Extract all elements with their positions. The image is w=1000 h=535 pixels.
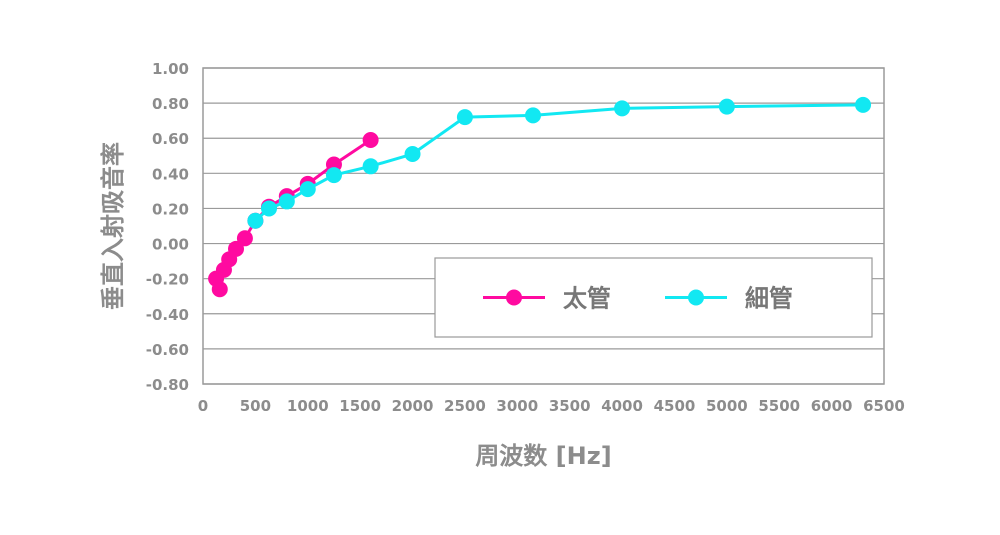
x-tick-label: 4500 xyxy=(654,397,696,415)
data-point xyxy=(525,107,542,124)
series-2 xyxy=(247,96,872,229)
x-tick-label: 6500 xyxy=(863,397,905,415)
y-tick-label: 1.00 xyxy=(152,60,189,78)
data-point xyxy=(614,100,631,117)
x-axis-title: 周波数 [Hz] xyxy=(475,442,611,470)
legend-label: 太管 xyxy=(563,285,611,313)
data-point xyxy=(362,158,379,175)
x-tick-label: 5500 xyxy=(758,397,800,415)
data-point xyxy=(261,200,278,217)
data-point xyxy=(325,167,342,184)
y-tick-label: 0.00 xyxy=(152,236,189,254)
series-layer xyxy=(208,96,872,298)
y-tick-label: 0.20 xyxy=(152,200,189,218)
y-tick-label: 0.80 xyxy=(152,95,189,113)
legend-entry-2: 細管 xyxy=(665,285,793,313)
x-tick-label: 5000 xyxy=(706,397,748,415)
y-tick-label: -0.60 xyxy=(146,341,189,359)
data-point xyxy=(718,98,735,115)
data-point xyxy=(362,131,379,148)
legend-items: 太管 細管 xyxy=(483,285,793,313)
y-tick-label: -0.40 xyxy=(146,306,189,324)
x-tick-label: 2500 xyxy=(444,397,486,415)
data-point xyxy=(211,281,228,298)
y-tick-label: -0.80 xyxy=(146,376,189,394)
x-tick-label: 1000 xyxy=(287,397,329,415)
data-point xyxy=(299,181,316,198)
data-point xyxy=(855,96,872,113)
x-tick-label: 6000 xyxy=(811,397,853,415)
data-point xyxy=(404,146,421,163)
plot-frame xyxy=(202,67,885,385)
x-tick-label: 3000 xyxy=(496,397,538,415)
data-point xyxy=(228,240,245,257)
legend-entry-1: 太管 xyxy=(483,285,611,313)
y-tick-label: 0.40 xyxy=(152,165,189,183)
y-axis-title: 垂直入射吸音率 xyxy=(99,142,127,310)
series-line xyxy=(254,103,864,222)
x-tick-label: 500 xyxy=(240,397,271,415)
x-tick-label: 1500 xyxy=(339,397,381,415)
y-tick-label: 0.60 xyxy=(152,130,189,148)
x-tick-label: 2000 xyxy=(392,397,434,415)
data-point xyxy=(456,109,473,126)
x-tick-label: 3500 xyxy=(549,397,591,415)
data-point xyxy=(236,230,253,247)
legend-marker xyxy=(688,289,704,306)
data-point xyxy=(247,212,264,229)
series-1 xyxy=(208,131,379,298)
legend-label: 細管 xyxy=(745,285,793,313)
x-tick-labels: 0 500 1000 1500 2000 2500 3000 3500 4000 4500 5000… xyxy=(198,397,905,415)
legend-marker xyxy=(506,289,522,306)
y-tick-labels: 1.00 0.80 0.60 0.40 0.20 0.00 -0.20 -0.40 -0.60 -… xyxy=(146,60,189,394)
series-line xyxy=(214,138,372,291)
x-tick-label: 4000 xyxy=(601,397,643,415)
x-tick-label: 0 xyxy=(198,397,208,415)
y-tick-label: -0.20 xyxy=(146,271,189,289)
legend: 太管 細管 xyxy=(434,257,873,338)
data-point xyxy=(278,193,295,210)
